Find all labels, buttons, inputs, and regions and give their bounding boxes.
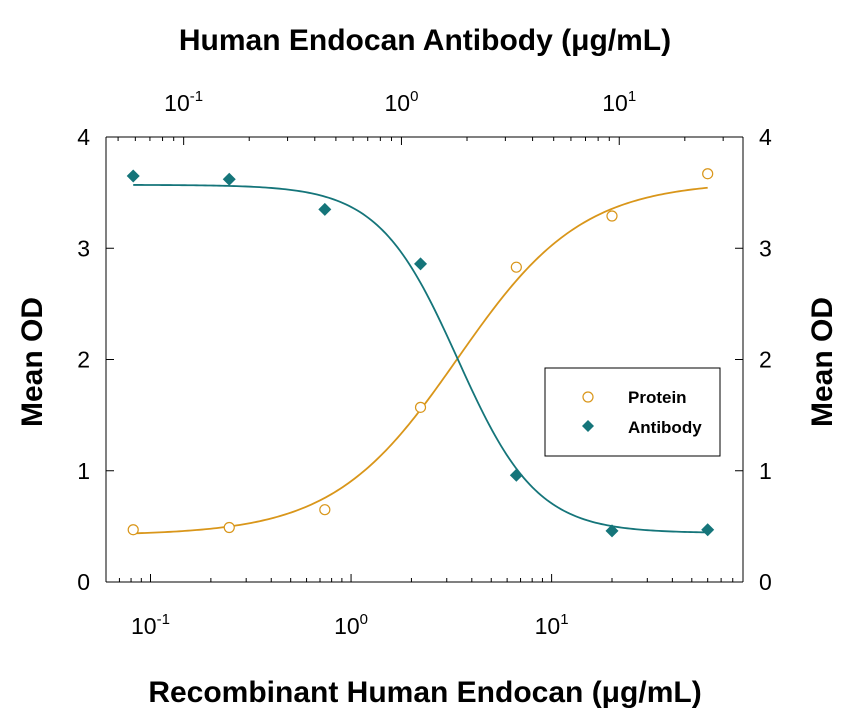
legend-label-antibody: Antibody [628, 418, 702, 437]
data-point-protein [702, 168, 714, 180]
y-tick-label-right: 4 [759, 124, 772, 150]
data-point-protein [223, 521, 235, 534]
data-point-antibody [605, 524, 619, 538]
data-point-protein [510, 261, 522, 273]
x2-tick-label: 10-1 [164, 88, 203, 116]
data-point-protein [414, 401, 427, 413]
y-tick-label-right: 2 [759, 347, 772, 373]
x-tick-label: 100 [334, 611, 368, 639]
data-point-antibody [222, 172, 236, 186]
data-point-antibody [414, 257, 428, 271]
x2-tick-label: 100 [384, 88, 418, 116]
y-tick-label-left: 3 [77, 235, 90, 261]
y-tick-label-left: 1 [77, 458, 90, 484]
y2-axis-title: Mean OD [806, 297, 839, 427]
y-axis-title: Mean OD [16, 297, 49, 427]
legend-marker-protein [582, 391, 594, 403]
y-tick-label-left: 2 [77, 347, 90, 373]
y-tick-label-right: 3 [759, 235, 772, 261]
y-tick-label-right: 0 [759, 569, 772, 595]
legend: Protein Antibody [544, 367, 721, 457]
data-point-antibody [509, 468, 523, 482]
data-point-protein [127, 524, 139, 536]
legend-marker-antibody [582, 420, 594, 432]
x-tick-label: 101 [535, 611, 569, 639]
x2-tick-label: 101 [602, 88, 636, 116]
data-point-protein [319, 504, 331, 516]
tick-labels: 0 0 1 1 2 2 3 3 4 4 10-1 100 101 10-1 100 101 [77, 88, 772, 639]
y-tick-label-left: 4 [77, 124, 90, 150]
x-axis-title: Recombinant Human Endocan (μg/mL) [148, 676, 701, 709]
data-point-antibody [701, 523, 715, 537]
data-markers [126, 168, 715, 538]
x2-axis-title: Human Endocan Antibody (μg/mL) [179, 24, 671, 57]
x-tick-label: 10-1 [131, 611, 170, 639]
y-tick-label-right: 1 [759, 458, 772, 484]
data-point-protein [606, 210, 618, 222]
legend-label-protein: Protein [628, 388, 687, 407]
data-point-antibody [126, 169, 140, 183]
y-tick-label-left: 0 [77, 569, 90, 595]
legend-box [544, 367, 721, 457]
data-point-antibody [318, 202, 332, 216]
ticks [105, 136, 744, 583]
